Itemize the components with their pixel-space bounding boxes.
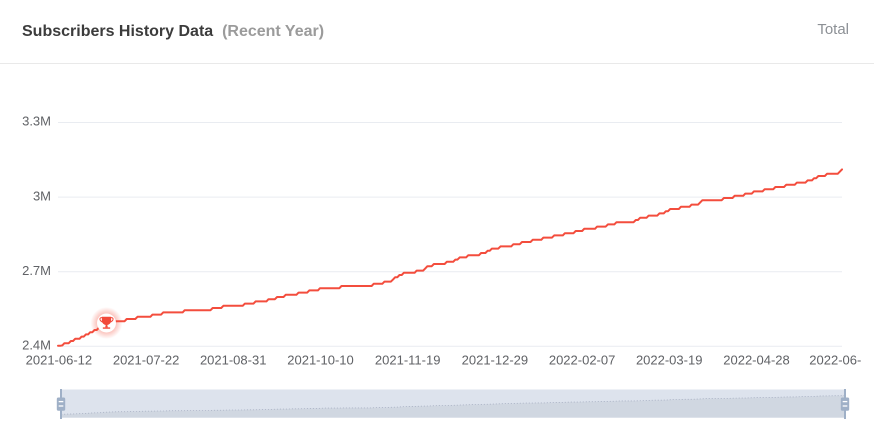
- svg-text:3.3M: 3.3M: [22, 114, 51, 129]
- svg-text:2022-02-07: 2022-02-07: [549, 352, 616, 367]
- svg-text:2021-12-29: 2021-12-29: [462, 352, 529, 367]
- svg-text:2021-11-19: 2021-11-19: [375, 352, 441, 367]
- svg-text:2.4M: 2.4M: [22, 338, 51, 353]
- svg-text:2021-10-10: 2021-10-10: [287, 352, 354, 367]
- svg-text:2022-06-: 2022-06-: [809, 352, 861, 367]
- svg-text:2022-03-19: 2022-03-19: [636, 352, 703, 367]
- svg-text:2021-08-31: 2021-08-31: [200, 352, 267, 367]
- svg-text:2022-04-28: 2022-04-28: [723, 352, 790, 367]
- svg-text:3M: 3M: [33, 188, 51, 203]
- svg-text:2021-07-22: 2021-07-22: [113, 352, 180, 367]
- svg-text:2.7M: 2.7M: [22, 263, 51, 278]
- svg-text:2021-06-12: 2021-06-12: [26, 352, 93, 367]
